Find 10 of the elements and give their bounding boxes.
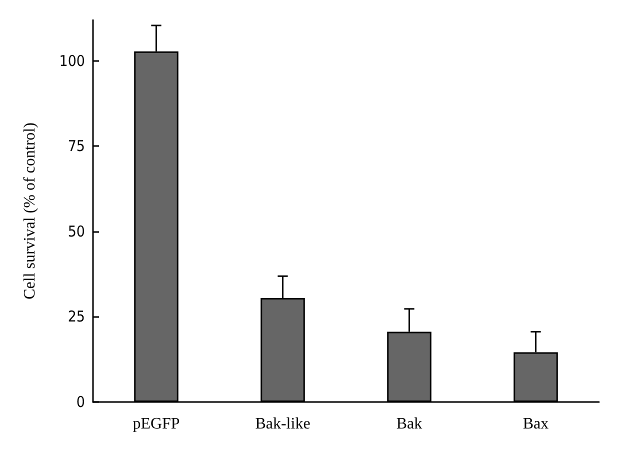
x-tick-label: Bak	[396, 416, 422, 432]
x-tick-label: Bak-like	[255, 416, 310, 432]
y-tick-label: 100	[59, 52, 85, 70]
y-tick-label: 75	[68, 137, 85, 156]
x-tick-label: pEGFP	[132, 416, 180, 432]
y-tick-label: 50	[68, 222, 85, 240]
x-tick-label: Bax	[522, 416, 549, 432]
y-tick-label: 0	[76, 393, 85, 411]
y-axis-title: Cell survival (% of control)	[22, 122, 38, 300]
y-tick-label: 25	[68, 308, 85, 326]
